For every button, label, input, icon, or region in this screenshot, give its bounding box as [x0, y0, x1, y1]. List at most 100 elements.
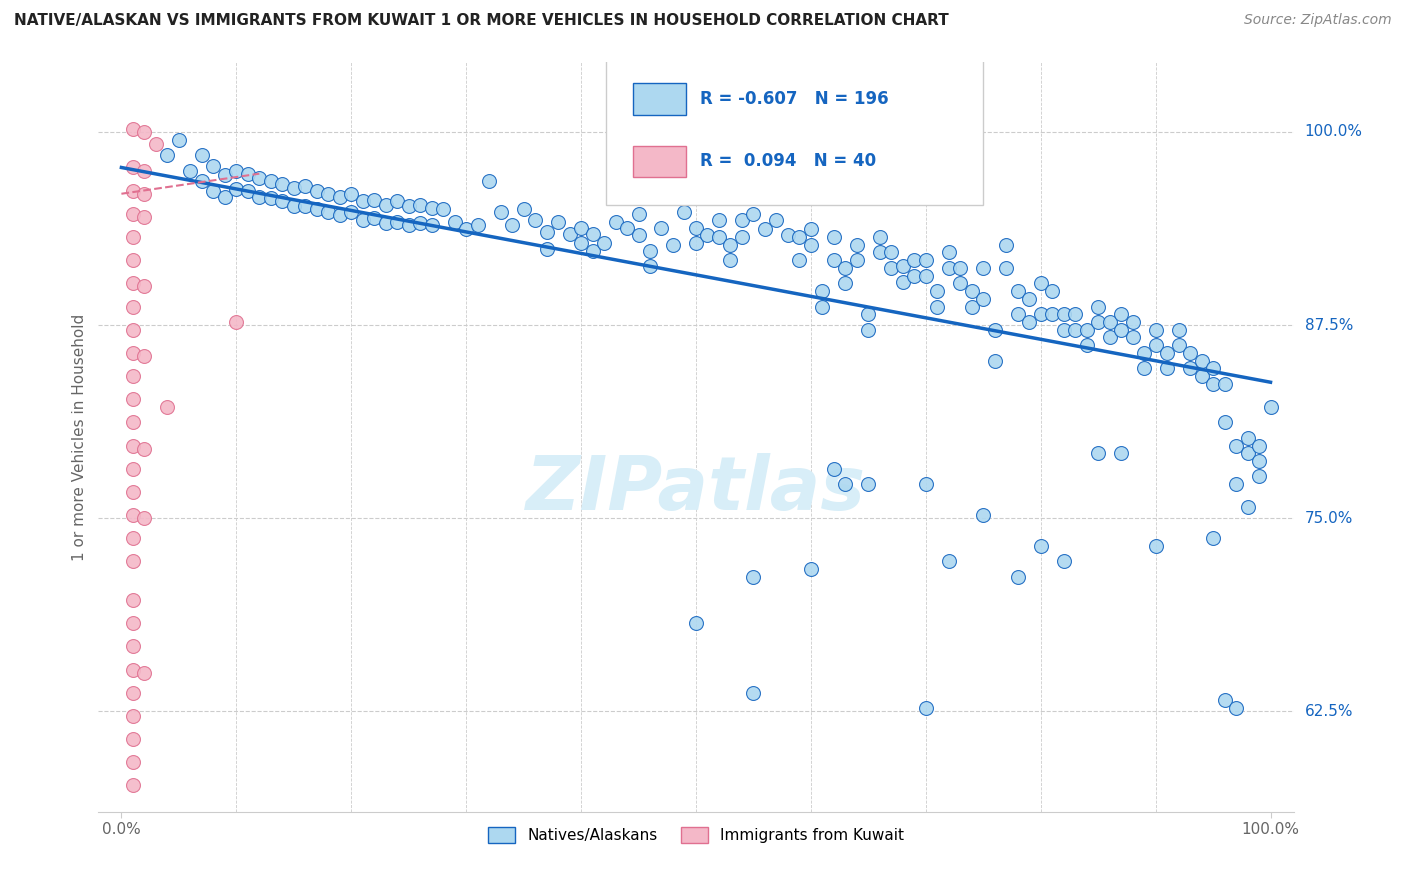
Point [1053, 554, 1076, 568]
Point [1007, 570, 1029, 584]
Point [1109, 323, 1132, 337]
Point [1260, 400, 1282, 414]
Point [1156, 361, 1178, 376]
Point [1029, 307, 1052, 321]
Point [134, 349, 156, 363]
Point [122, 531, 145, 545]
Point [1029, 277, 1052, 291]
Point [122, 484, 145, 499]
Point [927, 300, 949, 314]
Point [1213, 416, 1236, 430]
Point [581, 244, 603, 258]
Point [1087, 446, 1109, 460]
Point [984, 323, 1007, 337]
Point [1040, 307, 1063, 321]
Point [122, 779, 145, 793]
Point [858, 323, 880, 337]
Point [823, 253, 845, 268]
Point [891, 275, 914, 289]
Point [122, 184, 145, 198]
Point [122, 640, 145, 654]
Point [914, 253, 936, 268]
Point [432, 202, 454, 217]
Point [1133, 361, 1156, 376]
Point [742, 686, 765, 700]
Point [134, 442, 156, 456]
Point [271, 178, 294, 192]
Point [742, 191, 765, 205]
Point [765, 213, 787, 227]
Point [800, 222, 823, 236]
Point [478, 174, 501, 188]
Point [927, 284, 949, 298]
Point [1247, 439, 1270, 453]
Point [398, 218, 420, 232]
Point [1225, 439, 1247, 453]
Point [305, 202, 328, 217]
Point [1144, 539, 1167, 553]
Point [512, 202, 534, 217]
Point [569, 220, 592, 235]
Point [776, 228, 799, 243]
Point [191, 174, 214, 188]
Point [616, 184, 638, 198]
Point [374, 216, 396, 230]
Point [1109, 446, 1132, 460]
Point [305, 184, 328, 198]
Point [707, 230, 730, 244]
Point [685, 616, 707, 631]
Point [834, 477, 856, 491]
Point [134, 163, 156, 178]
Point [409, 216, 432, 230]
Point [156, 400, 179, 414]
Point [225, 182, 247, 196]
Point [536, 226, 558, 240]
Point [1213, 693, 1236, 707]
Point [329, 190, 352, 204]
Point [316, 205, 339, 219]
Point [707, 213, 730, 227]
Point [1087, 315, 1109, 329]
Point [995, 260, 1018, 275]
Point [673, 182, 696, 196]
Point [1191, 353, 1213, 368]
Point [834, 260, 856, 275]
Point [1133, 346, 1156, 360]
Point [811, 300, 834, 314]
Point [260, 191, 283, 205]
Point [1053, 323, 1076, 337]
Point [501, 218, 523, 232]
Point [972, 508, 994, 522]
Point [903, 268, 925, 283]
Point [167, 133, 190, 147]
Point [179, 163, 201, 178]
Point [823, 462, 845, 476]
Text: 75.0%: 75.0% [1305, 511, 1353, 525]
Point [742, 570, 765, 584]
Point [536, 243, 558, 257]
Point [949, 277, 972, 291]
Point [1236, 431, 1258, 445]
Point [1040, 284, 1063, 298]
Point [1225, 477, 1247, 491]
Point [1064, 323, 1087, 337]
Point [145, 137, 167, 152]
Point [398, 199, 420, 213]
Point [260, 174, 283, 188]
Point [845, 253, 868, 268]
Point [329, 208, 352, 222]
Point [1213, 376, 1236, 391]
Point [547, 214, 569, 228]
Point [938, 554, 960, 568]
Point [236, 184, 259, 198]
Point [363, 193, 385, 207]
Point [294, 199, 316, 213]
Point [891, 260, 914, 274]
Point [569, 236, 592, 251]
Point [1076, 338, 1098, 352]
Point [443, 214, 465, 228]
Point [800, 562, 823, 576]
Point [650, 220, 672, 235]
Point [754, 222, 776, 236]
Point [122, 593, 145, 607]
